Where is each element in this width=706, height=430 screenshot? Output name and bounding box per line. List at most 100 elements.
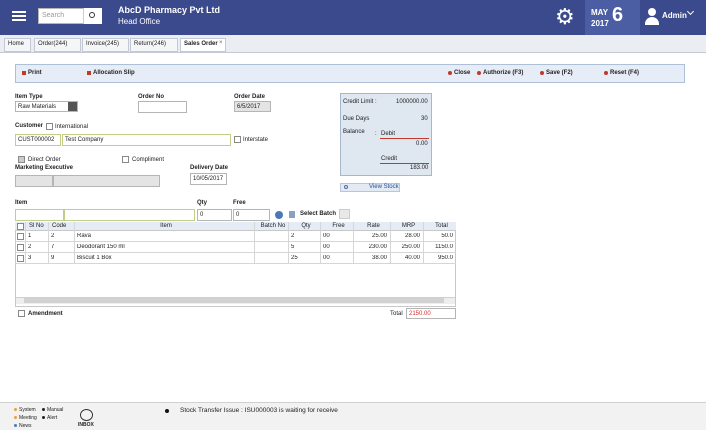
underline <box>380 163 429 164</box>
year: 2017 <box>591 19 609 28</box>
column-divider <box>288 222 289 264</box>
legend-dot <box>14 424 17 427</box>
label: Interstate <box>243 137 269 143</box>
label: Free <box>233 200 246 206</box>
add-icon[interactable] <box>275 211 283 219</box>
legend-label: Alert <box>47 415 58 421</box>
tab-label[interactable]: Invoice(245) <box>86 41 120 47</box>
column-header: Free <box>332 223 345 229</box>
input[interactable]: 6/5/2017 <box>234 101 271 112</box>
checkbox[interactable] <box>234 136 241 143</box>
checkbox[interactable] <box>17 233 24 240</box>
table-cell: 2 <box>291 233 295 239</box>
legend-dot <box>14 408 17 411</box>
input[interactable]: 0 <box>233 209 270 221</box>
column-divider <box>353 222 354 264</box>
checkbox[interactable] <box>18 310 25 317</box>
input[interactable] <box>15 175 53 187</box>
toolbar-icon <box>540 71 544 75</box>
button-icon <box>344 185 348 189</box>
user-name[interactable]: Admin <box>662 11 687 20</box>
menu-icon-bar <box>12 19 26 21</box>
label: Item <box>15 200 28 206</box>
tab[interactable] <box>82 38 129 52</box>
toolbar-button[interactable]: Allocation Slip <box>93 70 135 76</box>
legend-label: Manual <box>47 407 64 413</box>
batch-icon <box>289 211 295 218</box>
tab[interactable] <box>34 38 81 52</box>
table-cell: 1 <box>28 233 32 239</box>
column-divider <box>423 222 424 264</box>
input[interactable]: CUST000002 <box>15 134 61 146</box>
inbox-label[interactable]: INBOX <box>78 422 94 428</box>
toolbar-button[interactable]: Authorize (F3) <box>483 70 524 76</box>
toolbar-button[interactable]: Print <box>28 70 42 76</box>
toolbar <box>15 64 685 83</box>
settings-icon[interactable]: ⚙ <box>555 4 575 29</box>
checkbox[interactable] <box>122 156 129 163</box>
toolbar-button[interactable]: Reset (F4) <box>610 70 640 76</box>
table-cell: 38.00 <box>371 255 387 261</box>
scroll-thumb[interactable] <box>24 298 444 303</box>
input[interactable] <box>15 209 64 221</box>
column-header: Total <box>435 223 448 229</box>
button[interactable] <box>340 183 400 192</box>
column-divider <box>254 222 255 264</box>
table-cell: 00 <box>323 255 330 261</box>
label: Total <box>390 311 403 317</box>
label: Credit <box>381 156 398 162</box>
tab-label[interactable]: Return(246) <box>134 41 167 47</box>
legend-label: Meeting <box>19 415 37 421</box>
button-label[interactable]: Select Batch <box>300 211 337 217</box>
tab-label[interactable]: Sales Order <box>184 41 218 47</box>
checkbox[interactable] <box>17 223 24 230</box>
value: 30 <box>421 116 428 122</box>
select-arrow <box>68 102 77 111</box>
toolbar-button[interactable]: Save (F2) <box>546 70 573 76</box>
tab-label[interactable]: Home <box>8 41 25 47</box>
table-cell: Biscuit 1 Box <box>77 255 112 261</box>
tab[interactable] <box>4 38 31 52</box>
table-cell: 28.00 <box>404 233 420 239</box>
input[interactable] <box>138 101 187 113</box>
tab-close[interactable]: × <box>219 40 223 46</box>
branch-name: Head Office <box>118 17 161 26</box>
button-label[interactable]: View Stock <box>369 184 399 190</box>
message: Stock Transfer Issue : ISU000003 is wait… <box>180 407 338 414</box>
checkbox[interactable] <box>17 255 24 262</box>
column-header: Sl No <box>29 223 44 229</box>
table-cell: 1150.0 <box>435 244 453 250</box>
table-cell: 25 <box>291 255 298 261</box>
checkbox[interactable] <box>17 244 24 251</box>
input[interactable]: 0 <box>197 209 232 221</box>
table-cell: 40.00 <box>404 255 420 261</box>
select[interactable]: Raw Materials <box>15 101 78 112</box>
table-cell <box>254 255 288 263</box>
label: Debit <box>381 131 396 137</box>
table-cell: 250.00 <box>401 244 420 250</box>
toolbar-icon <box>22 71 26 75</box>
tab-label[interactable]: Order(244) <box>38 41 68 47</box>
date-block <box>585 0 640 35</box>
tab[interactable] <box>180 38 226 52</box>
checkbox[interactable] <box>18 156 25 163</box>
input[interactable] <box>64 209 195 221</box>
input[interactable] <box>53 175 160 187</box>
toolbar-icon <box>87 71 91 75</box>
input[interactable]: 10/05/2017 <box>190 173 227 185</box>
toolbar-button[interactable]: Close <box>454 70 471 76</box>
input[interactable]: Test Company <box>62 134 231 146</box>
user-head <box>648 8 656 16</box>
checkbox[interactable] <box>46 123 53 130</box>
column-header: Rate <box>367 223 380 229</box>
table-row <box>15 253 456 264</box>
search-icon <box>89 12 95 18</box>
message-dot <box>165 409 169 413</box>
inbox-icon[interactable] <box>80 409 93 421</box>
batch-box[interactable] <box>339 209 350 219</box>
tab[interactable] <box>130 38 178 52</box>
toolbar-icon <box>448 71 452 75</box>
table-cell: 3 <box>28 255 32 261</box>
label: Amendment <box>28 311 63 317</box>
